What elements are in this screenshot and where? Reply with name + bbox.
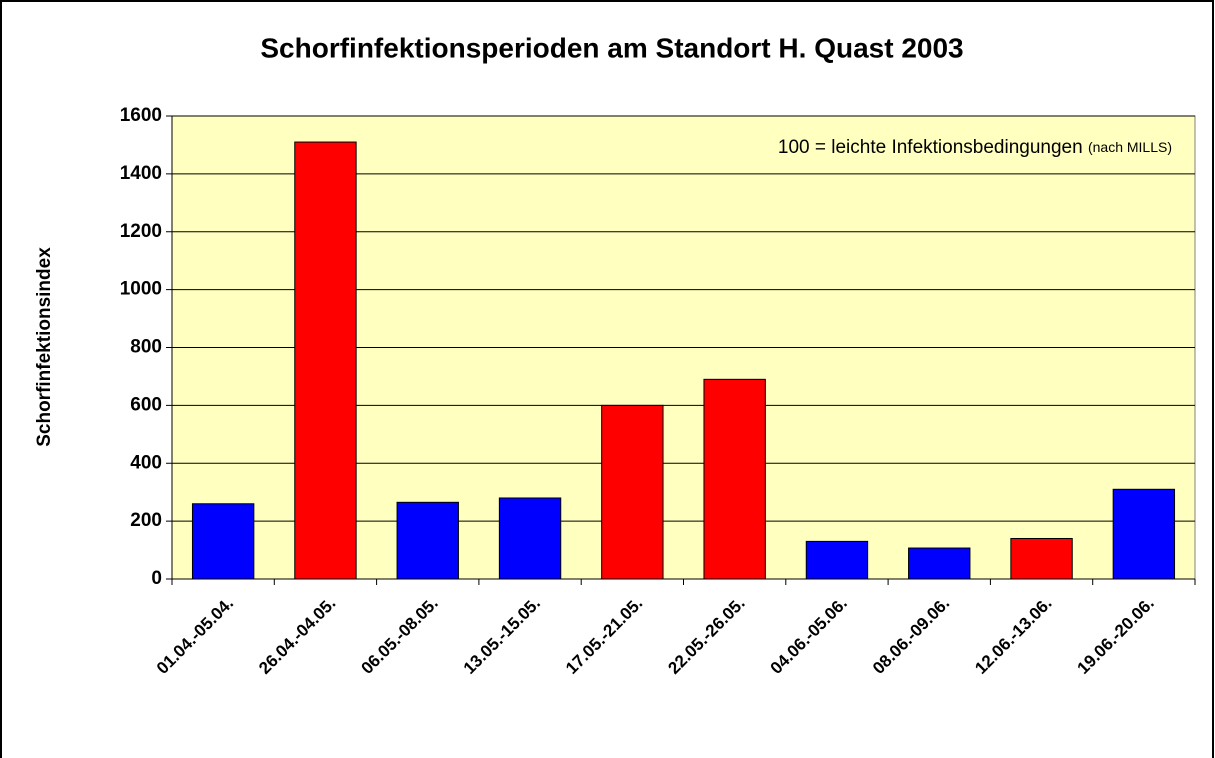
bar (805, 540, 869, 580)
bar (498, 497, 562, 580)
bar (294, 141, 357, 580)
annotation-note: (nach MILLS) (1088, 139, 1172, 155)
annotation-text: 100 = leichte Infektionsbedingungen (778, 137, 1083, 158)
bar (601, 404, 664, 580)
chart-title: Schorfinfektionsperioden am Standort H. … (260, 32, 963, 63)
y-tick-label: 600 (130, 394, 162, 415)
bar (396, 501, 459, 580)
bar (1112, 488, 1176, 580)
y-tick-label: 200 (130, 510, 162, 531)
annotation: 100 = leichte Infektionsbedingungen (nac… (778, 137, 1172, 158)
y-tick-label: 1200 (120, 221, 162, 242)
y-tick-label: 0 (151, 568, 162, 589)
y-axis-title: Schorfinfektionsindex (34, 247, 55, 447)
y-tick-label: 800 (130, 337, 162, 358)
y-tick-label: 1600 (120, 105, 162, 126)
bar (908, 547, 971, 580)
bar (1010, 537, 1073, 580)
y-tick-label: 1000 (120, 279, 162, 300)
bar (191, 503, 255, 580)
bar (703, 378, 766, 580)
y-tick-label: 400 (130, 452, 162, 473)
y-tick-label: 1400 (120, 163, 162, 184)
